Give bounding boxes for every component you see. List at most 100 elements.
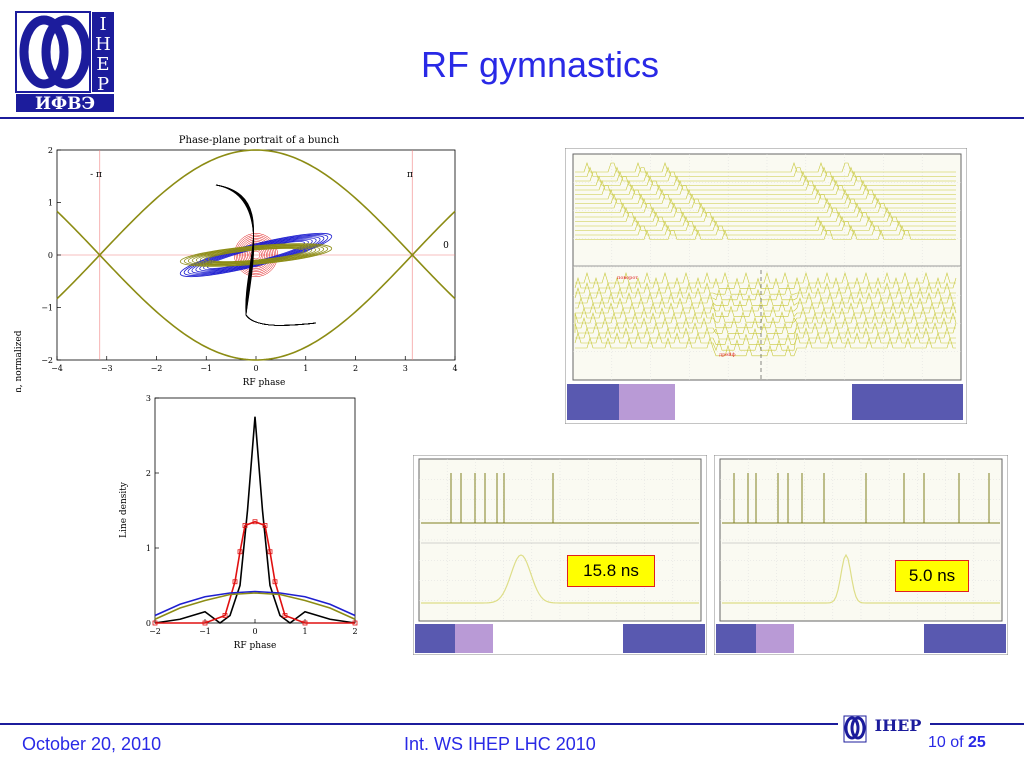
phase-plane-title: Phase-plane portrait of a bunch xyxy=(179,135,340,146)
phase-ytick-label: 1 xyxy=(48,199,53,208)
logo-bottom-text: ИФВЭ xyxy=(35,94,95,114)
logo-letter-h: H xyxy=(95,34,111,55)
density-ytick-label: 1 xyxy=(146,544,151,553)
scope-trace-top xyxy=(575,166,956,177)
footer-ihep-logo: IHEP xyxy=(843,715,921,743)
phase-ytick-label: 2 xyxy=(48,146,53,155)
phase-xtick-label: −1 xyxy=(200,364,212,373)
phase-ytick-label: −1 xyxy=(41,304,53,313)
scope-trace-bottom xyxy=(574,286,956,301)
scope-trace-top xyxy=(575,211,956,222)
red-bunch-contour xyxy=(235,234,277,276)
line-density-ylabel: Line density xyxy=(119,481,129,538)
red-series-marker xyxy=(252,519,258,525)
red-series-marker xyxy=(282,613,288,618)
separatrix-lower xyxy=(56,210,456,361)
scope-trace-top xyxy=(575,180,956,191)
footer-page-number: 10 of 25 xyxy=(928,734,986,752)
scope-trace-top xyxy=(575,229,956,240)
phase-plane-ylabel: Momentum, normalized xyxy=(14,330,24,392)
scope-trace-top xyxy=(575,216,956,227)
red-series-marker xyxy=(237,549,243,555)
red-bunch-contour xyxy=(242,241,270,269)
scope-trace-bottom xyxy=(575,296,956,312)
red-series-marker xyxy=(352,620,358,626)
density-series-black xyxy=(154,416,356,624)
phase-xtick-label: 2 xyxy=(353,364,358,373)
footer-rule-right xyxy=(930,723,1024,725)
phase-xtick-label: 3 xyxy=(403,364,408,373)
separatrix-upper xyxy=(56,149,456,300)
scope-trace-top xyxy=(575,189,956,200)
footer-date: October 20, 2010 xyxy=(22,734,162,754)
scope-trace-top xyxy=(575,162,956,173)
red-series-marker xyxy=(232,579,238,585)
scope-trace-top xyxy=(575,171,956,182)
red-series-marker xyxy=(202,620,208,626)
scope-trace-bottom xyxy=(575,291,956,306)
line-density-frame xyxy=(154,397,356,624)
scope-trace-bottom xyxy=(575,271,956,284)
phase-xtick-label: 0 xyxy=(253,364,258,373)
scope-trace-top xyxy=(575,198,956,209)
page-prefix: 10 of xyxy=(928,734,969,751)
density-xtick-label: −1 xyxy=(199,627,211,636)
scope-trace-top xyxy=(575,220,956,231)
density-xtick-label: −2 xyxy=(149,627,161,636)
red-bunch-contour xyxy=(238,237,274,273)
olive-bunch-contour xyxy=(183,243,329,267)
phase-xtick-label: −4 xyxy=(51,364,63,373)
ihep-logo: I H E P ИФВЭ xyxy=(14,10,116,114)
scope-trace-top xyxy=(575,193,956,204)
density-series-blue xyxy=(154,590,356,617)
scope-label-povorot: поворот xyxy=(617,275,638,281)
olive-bunch-contour xyxy=(199,246,313,264)
scope-trace-bottom xyxy=(575,281,956,295)
density-series-red xyxy=(155,520,355,624)
density-ytick-label: 3 xyxy=(146,394,151,403)
olive-bunch-contour xyxy=(179,243,333,267)
red-bunch-contour xyxy=(237,236,275,274)
scope-label-dreif: дрейф xyxy=(719,351,736,358)
footer-rule-left xyxy=(0,723,838,725)
red-series-marker xyxy=(222,613,228,618)
logo-letter-p: P xyxy=(97,74,109,95)
page-total: 25 xyxy=(968,734,986,751)
scope-trace-bottom xyxy=(574,321,957,340)
red-bunch-contour xyxy=(243,242,269,268)
olive-bunch-contour xyxy=(191,245,321,265)
scope-trace-top xyxy=(575,207,956,218)
red-series-marker xyxy=(302,620,308,626)
density-series-olive xyxy=(154,592,356,620)
scope-trace-top xyxy=(575,225,956,236)
header-rule xyxy=(0,117,1024,119)
olive-bunch-contour xyxy=(203,247,309,263)
annot-minus-pi: - π xyxy=(90,170,102,180)
phase-ytick-label: −2 xyxy=(41,356,53,365)
line-density-chart: −2 −1 0 1 2 0 1 2 3 RF phase Line density xyxy=(119,394,358,651)
olive-bunch-contour xyxy=(187,244,325,266)
oscilloscope-big: поворот дрейф xyxy=(565,148,967,424)
scope-trace-bottom xyxy=(575,316,956,334)
line-density-xlabel: RF phase xyxy=(234,641,277,651)
logo-letter-i: I xyxy=(99,14,106,35)
phase-xtick-label: −3 xyxy=(101,364,113,373)
red-series-marker xyxy=(152,620,158,626)
annot-zero: 0 xyxy=(443,241,449,251)
oscilloscope-small-right xyxy=(714,455,1008,655)
red-series-marker xyxy=(267,549,273,555)
phase-plane-chart: −4 −3 −2 −1 0 1 2 3 4 −2 −1 0 1 2 Phase-plane portrai… xyxy=(14,135,458,392)
scope-trace-bottom xyxy=(574,311,957,329)
callout-15-8-ns: 15.8 ns xyxy=(567,555,655,587)
oscilloscope-small-left xyxy=(413,455,707,655)
red-series-marker xyxy=(242,523,248,528)
scope-trace-top xyxy=(575,202,956,213)
phase-xtick-label: −2 xyxy=(151,364,163,373)
footer-conference: Int. WS IHEP LHC 2010 xyxy=(404,734,596,754)
density-ytick-label: 2 xyxy=(146,469,151,478)
scope-pulse xyxy=(421,554,699,604)
density-xtick-label: 0 xyxy=(252,627,257,636)
phase-xtick-label: 4 xyxy=(452,364,457,373)
olive-bunch-contour xyxy=(195,246,317,264)
phase-plane-xlabel: RF phase xyxy=(243,378,286,388)
